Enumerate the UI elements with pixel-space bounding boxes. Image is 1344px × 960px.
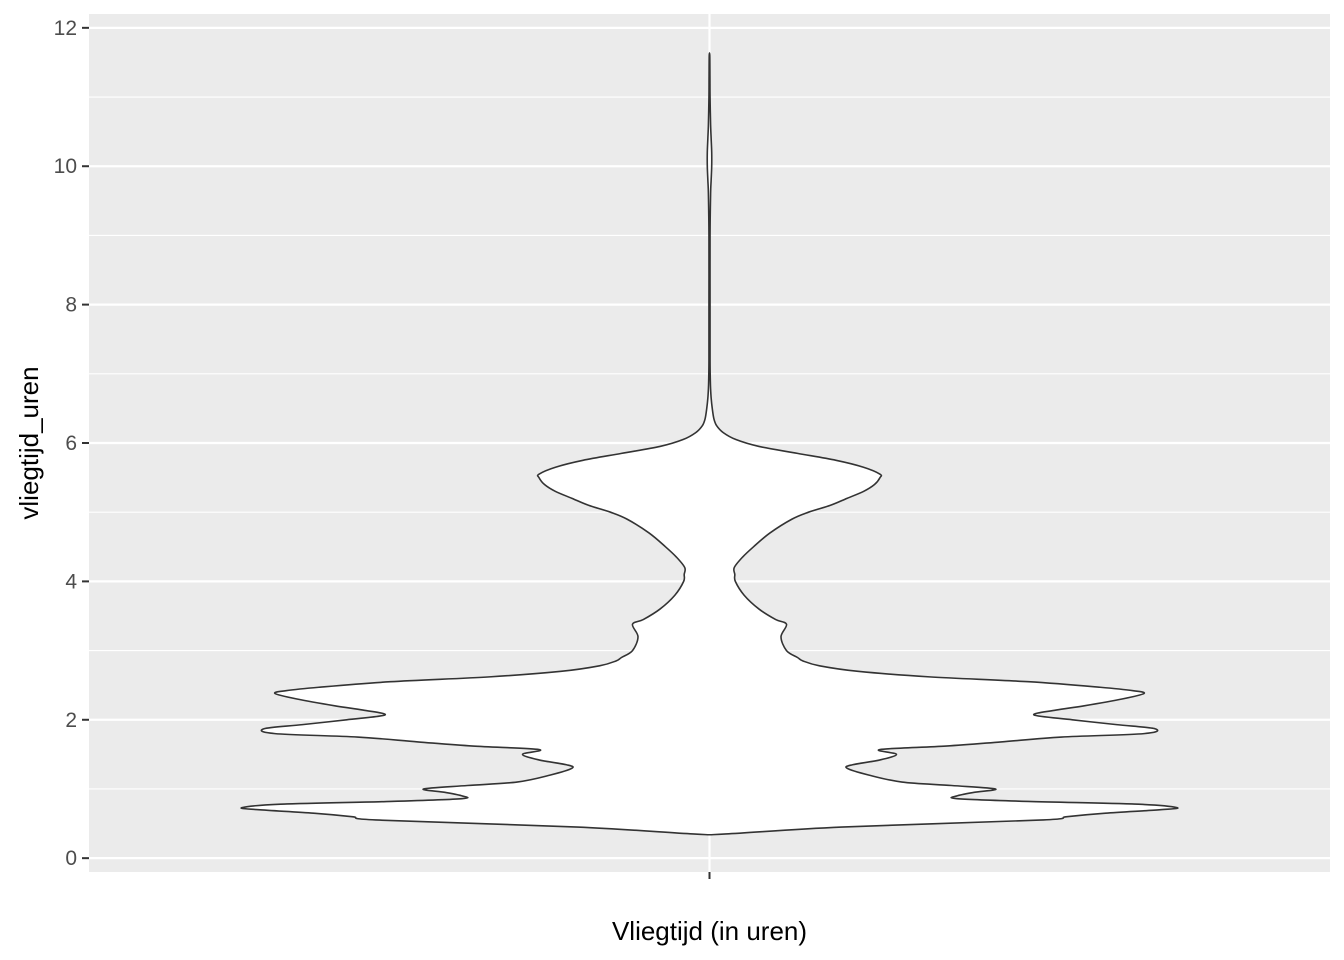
y-tick-label: 10 [54,155,77,178]
y-tick-label: 12 [54,17,77,40]
y-axis-title: vliegtijd_uren [14,366,44,519]
y-tick-label: 2 [65,709,77,732]
y-tick-label: 8 [65,294,77,317]
violin-shape [240,52,1179,836]
y-axis-ticks: 0 2 4 6 8 10 12 [54,17,89,870]
y-tick-label: 4 [65,570,77,593]
x-axis-title: Vliegtijd (in uren) [612,916,807,946]
y-tick-label: 0 [65,847,77,870]
y-tick-label: 6 [65,432,77,455]
